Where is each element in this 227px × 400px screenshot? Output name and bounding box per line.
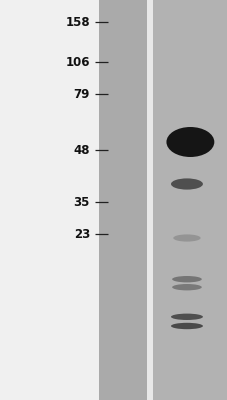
Text: 106: 106	[65, 56, 90, 68]
Text: 79: 79	[73, 88, 90, 100]
Ellipse shape	[170, 178, 202, 190]
Text: 48: 48	[73, 144, 90, 156]
Bar	[99, 0, 146, 400]
Text: 23: 23	[74, 228, 90, 240]
Bar	[152, 0, 227, 400]
Ellipse shape	[170, 323, 202, 329]
Ellipse shape	[170, 314, 202, 320]
Ellipse shape	[171, 276, 201, 282]
Ellipse shape	[173, 234, 200, 242]
Ellipse shape	[171, 284, 201, 290]
Bar	[146, 0, 152, 400]
Ellipse shape	[166, 127, 213, 157]
Text: 35: 35	[73, 196, 90, 208]
Text: 158: 158	[65, 16, 90, 28]
